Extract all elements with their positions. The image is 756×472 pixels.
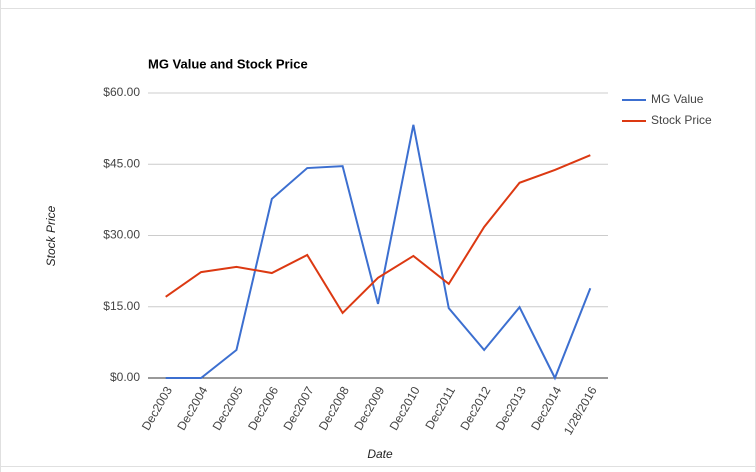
legend-label: Stock Price: [651, 113, 712, 127]
y-tick-label: $30.00: [103, 228, 140, 242]
legend-label: MG Value: [651, 92, 704, 106]
data-line: [165, 124, 592, 381]
y-tick-label: $45.00: [103, 156, 140, 170]
y-axis-title: Stock Price: [44, 205, 58, 266]
y-tick-label: $60.00: [103, 85, 140, 99]
chart-title: MG Value and Stock Price: [148, 56, 308, 71]
data-line: [165, 154, 591, 315]
y-tick-label: $0.00: [110, 370, 140, 384]
x-axis-title: Date: [367, 447, 393, 461]
y-tick-label: $15.00: [103, 299, 140, 313]
